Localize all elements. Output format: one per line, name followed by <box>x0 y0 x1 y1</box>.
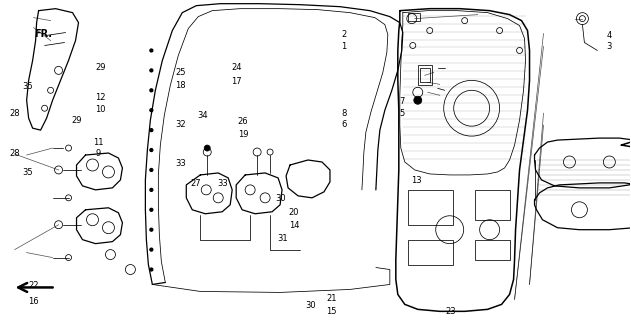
Circle shape <box>150 228 153 231</box>
Text: 34: 34 <box>197 111 208 120</box>
Text: 7: 7 <box>399 97 405 106</box>
Text: 22: 22 <box>28 281 38 290</box>
Circle shape <box>150 248 153 251</box>
Text: 4: 4 <box>606 31 611 40</box>
Text: 9: 9 <box>96 149 101 158</box>
Text: 27: 27 <box>191 180 201 188</box>
Text: 12: 12 <box>95 93 105 102</box>
Circle shape <box>150 208 153 211</box>
Text: 16: 16 <box>28 297 38 306</box>
Text: 24: 24 <box>232 63 242 72</box>
Circle shape <box>414 96 422 104</box>
Text: 11: 11 <box>93 138 103 147</box>
Circle shape <box>150 129 153 132</box>
Bar <box>420 68 430 82</box>
Text: 14: 14 <box>289 221 299 230</box>
Text: 19: 19 <box>238 130 249 139</box>
Text: 5: 5 <box>400 109 405 118</box>
Text: 8: 8 <box>341 109 346 118</box>
Text: 23: 23 <box>445 307 456 316</box>
Text: 15: 15 <box>326 307 336 316</box>
Text: 26: 26 <box>238 117 249 126</box>
Text: FR.: FR. <box>35 29 52 39</box>
Bar <box>418 65 432 85</box>
Circle shape <box>150 188 153 191</box>
Text: 25: 25 <box>175 68 186 77</box>
Text: 13: 13 <box>411 176 422 185</box>
Circle shape <box>150 168 153 172</box>
Text: 29: 29 <box>71 116 81 125</box>
Text: 33: 33 <box>175 159 186 168</box>
Text: 21: 21 <box>326 294 336 303</box>
Text: 1: 1 <box>341 42 346 52</box>
Circle shape <box>204 145 210 151</box>
Circle shape <box>150 268 153 271</box>
Circle shape <box>150 89 153 92</box>
Text: 18: 18 <box>175 81 186 90</box>
Text: 10: 10 <box>95 105 105 114</box>
Text: 32: 32 <box>175 120 186 130</box>
Text: 2: 2 <box>341 30 346 39</box>
Circle shape <box>150 69 153 72</box>
Text: 30: 30 <box>276 194 286 203</box>
Text: 6: 6 <box>341 120 346 130</box>
Text: 17: 17 <box>232 77 242 86</box>
Text: 35: 35 <box>22 82 32 91</box>
Text: 28: 28 <box>10 109 20 118</box>
Bar <box>408 190 452 225</box>
Bar <box>475 190 510 220</box>
Circle shape <box>150 49 153 52</box>
Text: 3: 3 <box>606 42 611 52</box>
Text: 35: 35 <box>22 168 32 177</box>
Circle shape <box>150 148 153 152</box>
Text: 28: 28 <box>10 149 20 158</box>
Text: 33: 33 <box>217 180 228 188</box>
Text: 30: 30 <box>306 301 316 310</box>
Text: 20: 20 <box>289 208 299 217</box>
Bar <box>408 240 452 265</box>
Bar <box>475 240 510 260</box>
Bar <box>408 13 420 20</box>
Circle shape <box>150 109 153 112</box>
Text: 29: 29 <box>95 63 105 72</box>
Text: 31: 31 <box>278 234 288 243</box>
